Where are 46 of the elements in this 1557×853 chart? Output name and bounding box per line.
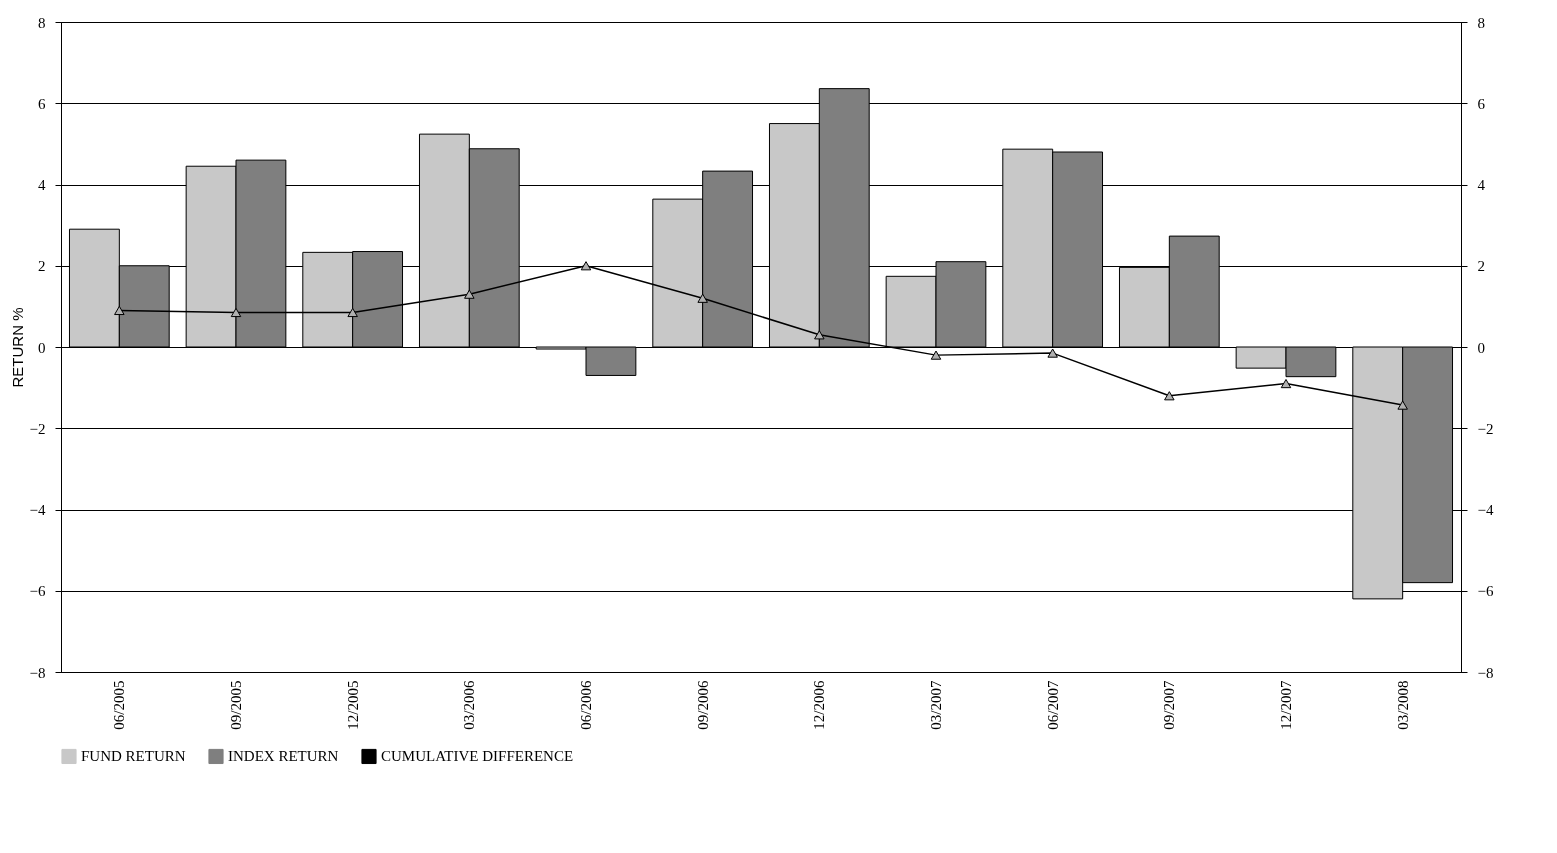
point xyxy=(347,307,358,318)
point xyxy=(1280,378,1292,389)
x-tick-label: 09/2007 xyxy=(1161,680,1178,730)
x-tick-label: 06/2005 xyxy=(111,680,128,730)
y2-tick-label: 2 xyxy=(1477,258,1485,275)
point xyxy=(1164,391,1175,401)
legend-label: FUND RETURN xyxy=(81,748,186,765)
y-tick-label: 2 xyxy=(38,258,46,275)
y-axis-title: RETURN % xyxy=(8,307,26,388)
x-tick-label: 09/2006 xyxy=(694,680,711,730)
y-tick-label: −8 xyxy=(29,664,46,681)
point xyxy=(464,289,475,299)
y2-tick-label: −8 xyxy=(1477,664,1494,681)
y2-tick-label: 0 xyxy=(1477,339,1485,356)
x-tick-label: 06/2007 xyxy=(1044,680,1061,730)
y-tick-label: 6 xyxy=(38,95,46,112)
point xyxy=(114,305,125,316)
x-tick-label: 12/2006 xyxy=(811,680,828,730)
point xyxy=(230,307,242,318)
point xyxy=(1047,348,1058,358)
legend-label: INDEX RETURN xyxy=(228,748,339,765)
x-tick-label: 09/2005 xyxy=(228,680,244,730)
x-tick-label: 03/2008 xyxy=(1394,680,1411,730)
point xyxy=(1397,400,1408,410)
legend-label: CUMULATIVE DIFFERENCE xyxy=(381,748,574,765)
y2-tick-label: 8 xyxy=(1477,14,1485,31)
y2-tick-label: −2 xyxy=(1477,420,1494,437)
y2-tick-label: 6 xyxy=(1477,95,1486,112)
point xyxy=(814,330,825,340)
y-tick-label: 8 xyxy=(38,14,46,31)
y2-tick-label: −4 xyxy=(1477,502,1494,518)
x-tick-label: 12/2007 xyxy=(1278,680,1294,730)
y-tick-label: 0 xyxy=(38,339,46,356)
y-tick-label: 4 xyxy=(38,177,46,193)
y-tick-label: −6 xyxy=(29,583,46,600)
x-tick-label: 12/2005 xyxy=(344,680,361,730)
y-tick-label: −2 xyxy=(29,420,46,437)
x-tick-label: 06/2006 xyxy=(578,680,594,730)
y2-tick-label: 4 xyxy=(1477,177,1486,193)
point xyxy=(580,261,592,271)
x-tick-label: 03/2006 xyxy=(461,680,478,730)
point xyxy=(697,293,708,303)
x-tick-label: 03/2007 xyxy=(928,680,944,730)
point xyxy=(930,350,942,360)
y-tick-label: −4 xyxy=(29,502,46,518)
y2-tick-label: −6 xyxy=(1477,583,1494,600)
